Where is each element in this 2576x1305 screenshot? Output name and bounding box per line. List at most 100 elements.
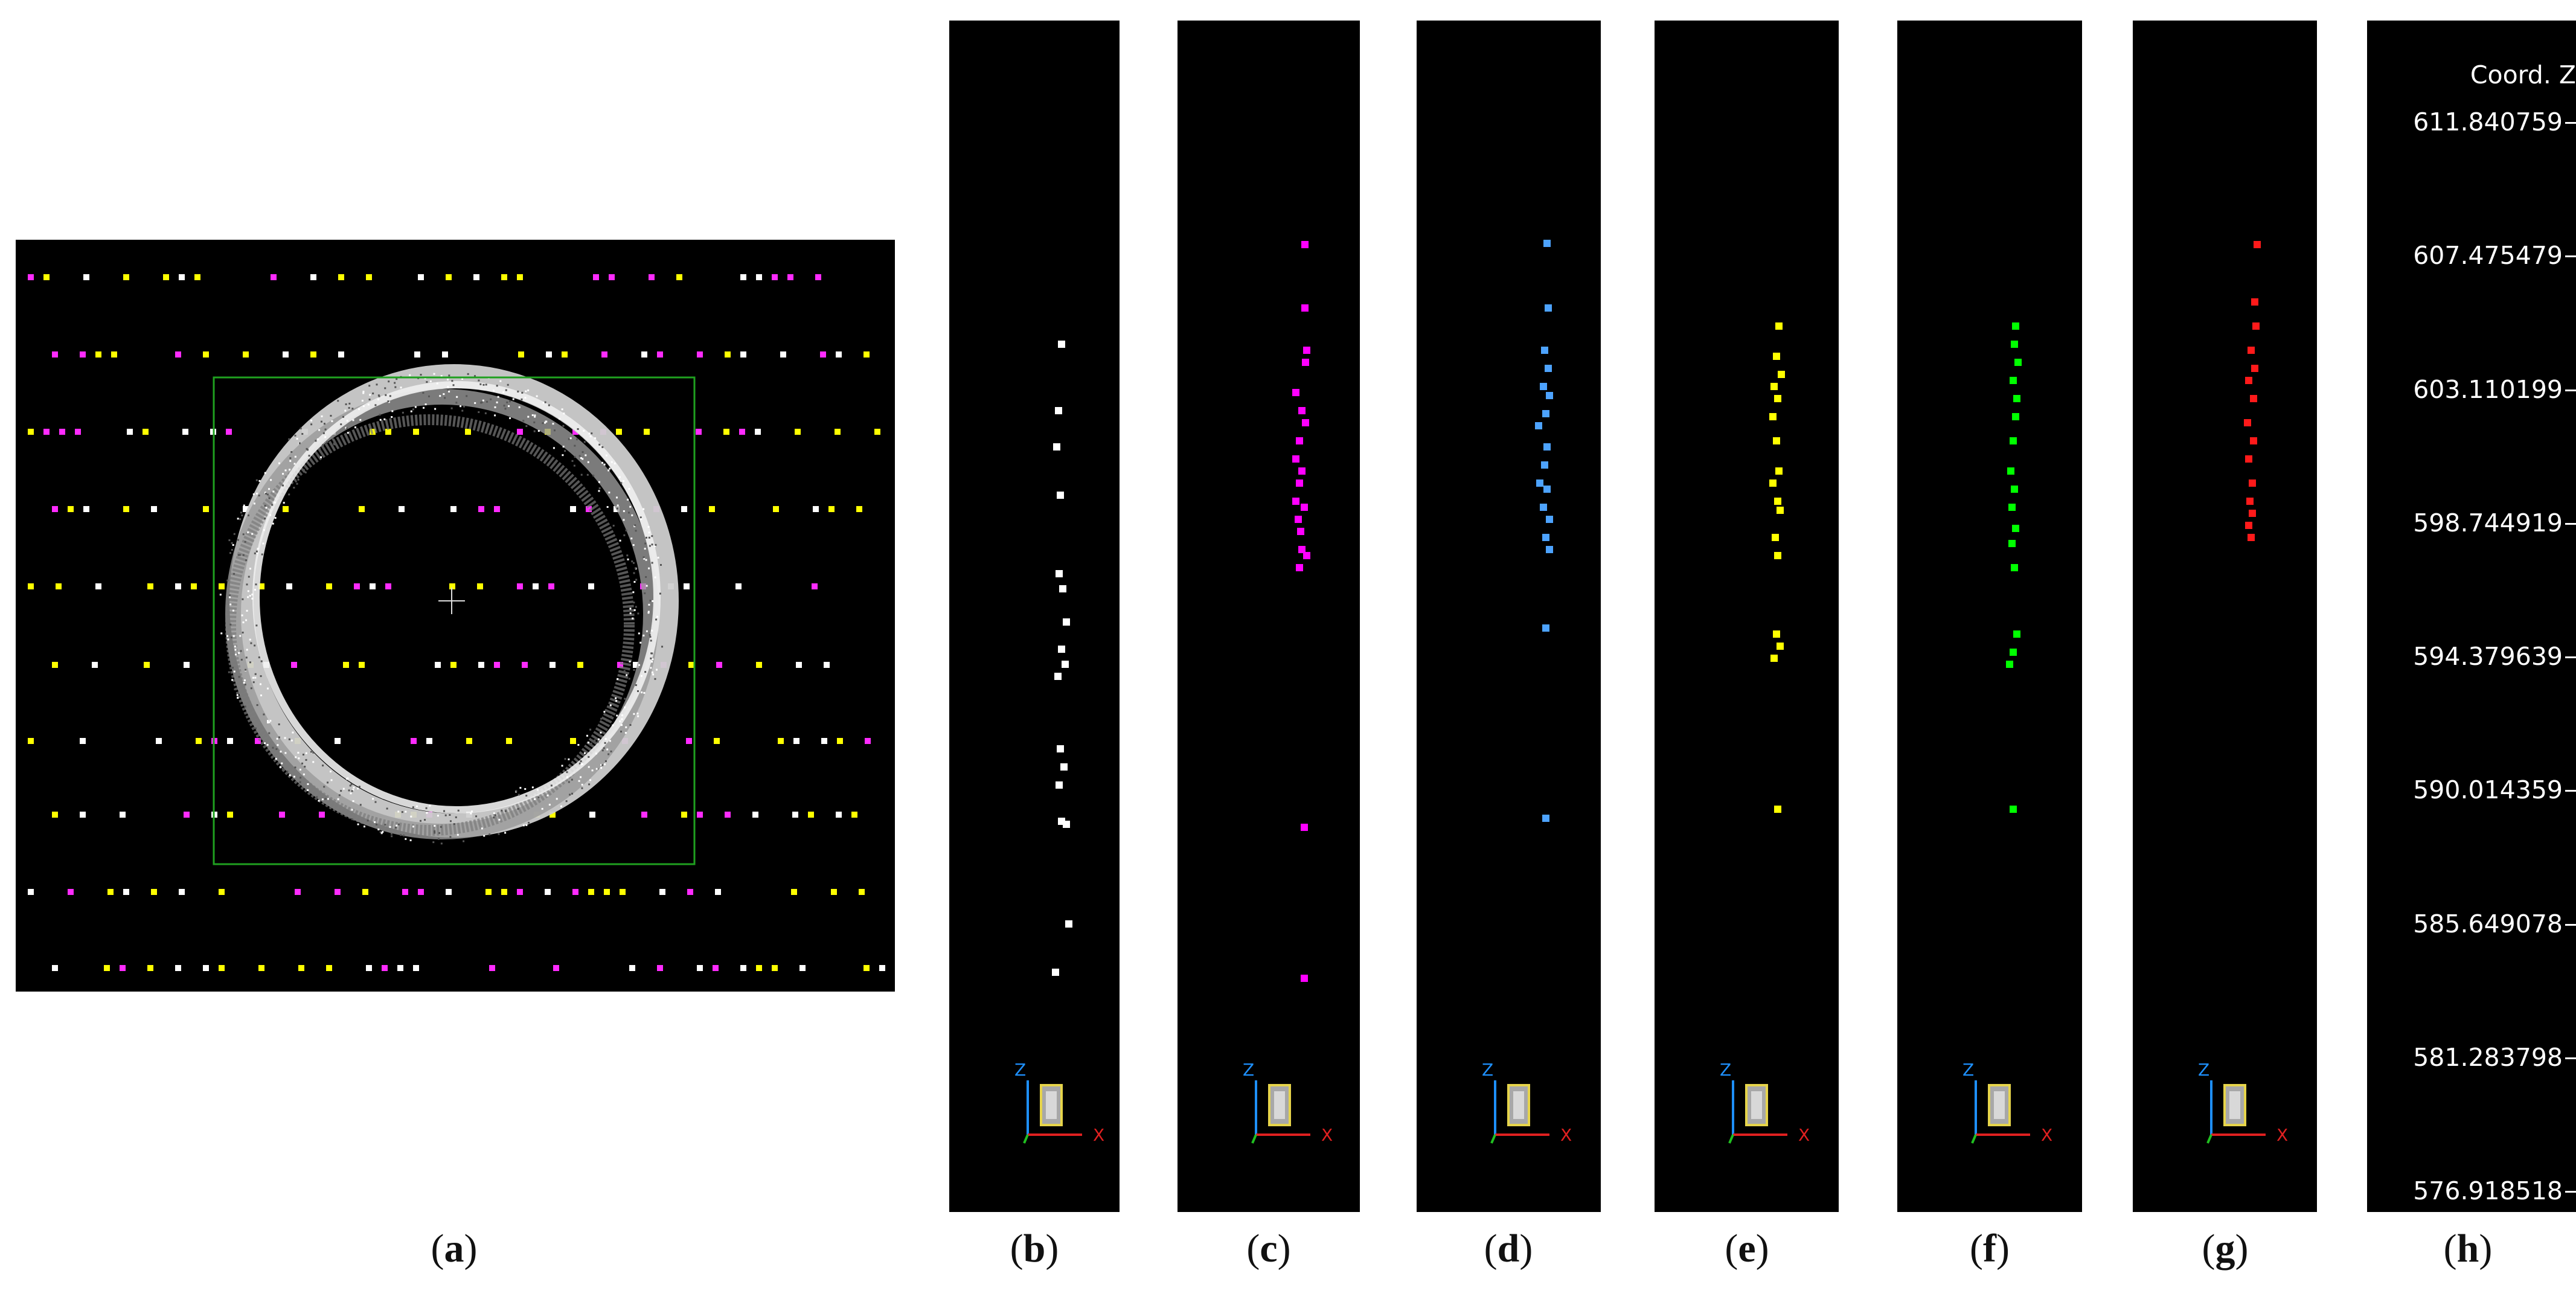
grid-point bbox=[219, 583, 225, 589]
grid-point bbox=[184, 662, 190, 668]
grid-point bbox=[258, 583, 264, 589]
grid-point bbox=[107, 889, 114, 895]
side-point bbox=[2010, 649, 2017, 656]
grid-point bbox=[713, 965, 719, 971]
side-point bbox=[1298, 467, 1306, 475]
grid-point bbox=[808, 812, 814, 818]
grid-point bbox=[418, 274, 424, 280]
grid-point bbox=[68, 506, 74, 512]
grid-point bbox=[735, 583, 742, 589]
side-point bbox=[2245, 455, 2252, 463]
grid-point bbox=[385, 429, 391, 435]
grid-point bbox=[28, 274, 34, 280]
side-point bbox=[1056, 781, 1063, 789]
side-point bbox=[1292, 498, 1299, 505]
side-point bbox=[1292, 389, 1299, 396]
grid-point bbox=[413, 429, 419, 435]
side-point bbox=[2014, 359, 2022, 366]
side-point bbox=[1296, 564, 1303, 571]
grid-point bbox=[354, 583, 360, 589]
side-point bbox=[2254, 241, 2261, 248]
side-point bbox=[1541, 347, 1548, 354]
grid-point bbox=[489, 965, 495, 971]
side-point bbox=[1540, 383, 1547, 390]
side-point bbox=[1541, 461, 1548, 469]
grid-point bbox=[533, 583, 539, 589]
grid-point bbox=[478, 506, 484, 512]
side-point bbox=[1065, 920, 1072, 928]
grid-point bbox=[402, 889, 408, 895]
grid-point bbox=[836, 812, 842, 818]
grid-point bbox=[298, 965, 304, 971]
grid-point bbox=[633, 662, 639, 668]
grid-point bbox=[546, 351, 552, 358]
grid-point bbox=[28, 738, 34, 744]
grid-point bbox=[506, 738, 512, 744]
grid-point bbox=[697, 351, 703, 358]
side-point bbox=[1546, 546, 1553, 553]
grid-point bbox=[283, 351, 289, 358]
grid-point bbox=[477, 583, 483, 589]
grid-point bbox=[572, 889, 578, 895]
grid-point bbox=[697, 965, 703, 971]
grid-point bbox=[52, 506, 58, 512]
axis-triad-icon: ZX bbox=[2198, 1060, 2288, 1145]
side-point bbox=[2244, 419, 2251, 426]
axis-z-label: Z bbox=[1243, 1060, 1254, 1080]
grid-point bbox=[752, 812, 758, 818]
side-point bbox=[2249, 479, 2256, 487]
grid-point bbox=[52, 351, 58, 358]
grid-point bbox=[791, 889, 797, 895]
side-point bbox=[1057, 745, 1064, 752]
grid-point bbox=[617, 662, 623, 668]
grid-point bbox=[518, 351, 524, 358]
grid-point bbox=[59, 429, 65, 435]
ring-point-cloud bbox=[219, 364, 679, 845]
grid-point bbox=[418, 889, 424, 895]
grid-point bbox=[243, 351, 249, 358]
side-point bbox=[2250, 437, 2257, 444]
caption-c: (c) bbox=[1246, 1226, 1291, 1271]
grid-point bbox=[80, 812, 86, 818]
grid-point bbox=[620, 889, 626, 895]
grid-point bbox=[194, 274, 200, 280]
grid-point bbox=[179, 889, 185, 895]
scale-tick bbox=[2565, 255, 2576, 258]
grid-point bbox=[203, 965, 209, 971]
grid-point bbox=[446, 274, 452, 280]
scale-tick bbox=[2565, 923, 2576, 926]
side-point bbox=[1054, 673, 1062, 680]
grid-point bbox=[792, 812, 798, 818]
grid-point bbox=[641, 812, 647, 818]
grid-point bbox=[756, 662, 762, 668]
side-point bbox=[1303, 552, 1310, 559]
grid-point bbox=[80, 738, 86, 744]
grid-point bbox=[75, 429, 81, 435]
scale-tick bbox=[2565, 122, 2576, 124]
grid-point bbox=[191, 583, 197, 589]
grid-point bbox=[723, 429, 729, 435]
side-point bbox=[2248, 534, 2255, 541]
grid-point bbox=[83, 274, 89, 280]
grid-point bbox=[450, 506, 457, 512]
selection-box[interactable] bbox=[213, 376, 696, 865]
grid-point bbox=[123, 889, 129, 895]
scale-value-label: 611.840759 bbox=[2413, 107, 2563, 136]
grid-point bbox=[725, 812, 731, 818]
grid-point bbox=[319, 812, 325, 818]
side-point bbox=[1773, 437, 1780, 444]
scale-tick bbox=[2565, 656, 2576, 658]
grid-point bbox=[813, 506, 819, 512]
grid-point bbox=[151, 889, 157, 895]
grid-point bbox=[143, 429, 149, 435]
grid-point bbox=[837, 738, 843, 744]
side-point-cloud bbox=[1535, 240, 1553, 822]
side-point bbox=[1778, 371, 1785, 378]
top-view-canvas bbox=[28, 274, 885, 971]
scale-title: Coord. Z bbox=[2470, 60, 2576, 89]
side-point bbox=[1772, 534, 1779, 541]
grid-point bbox=[716, 662, 722, 668]
grid-point bbox=[835, 429, 841, 435]
side-point bbox=[1773, 630, 1780, 638]
